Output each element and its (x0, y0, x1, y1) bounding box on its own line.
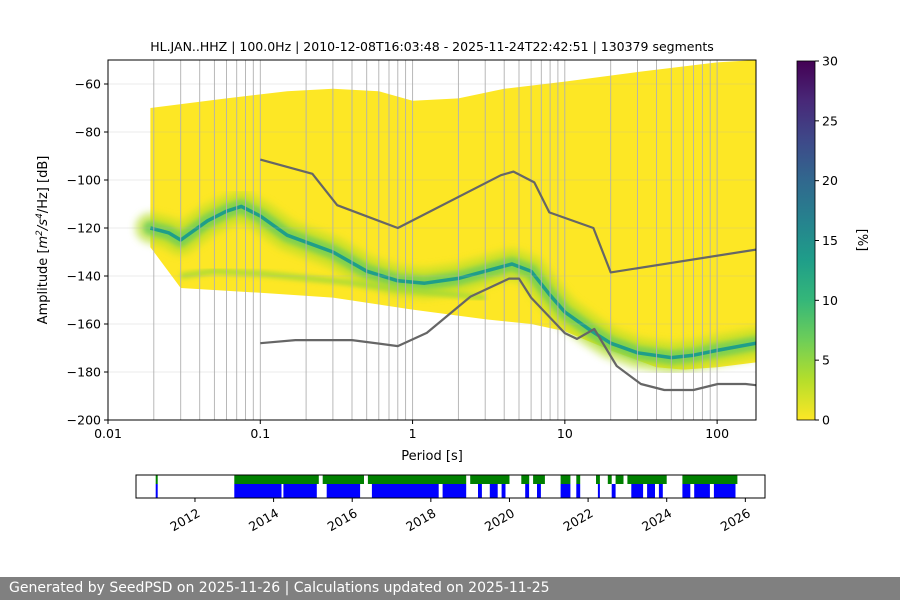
timeline-processed-segment (367, 475, 467, 484)
timeline-processed-segment (596, 475, 600, 484)
y-tick-label: −200 (67, 413, 101, 428)
footer-text: Generated by SeedPSD on 2025-11-26 | Cal… (9, 580, 550, 596)
timeline-tick-label: 2016 (325, 505, 360, 534)
psd-heatmap (108, 60, 756, 420)
y-tick-label: −160 (67, 317, 101, 332)
timeline-available-segment (658, 484, 663, 498)
availability-timeline: 2012 2014 2016 2018 2020 2022 2024 2026 (135, 474, 766, 534)
timeline-processed-segment (322, 475, 364, 484)
timeline-frame (135, 474, 766, 499)
x-axis-label: Period [s] (401, 449, 463, 464)
colorbar-tick-label: 30 (822, 54, 838, 69)
period-gridlines (153, 60, 718, 420)
colorbar: 0 5 10 15 20 25 30 [%] (796, 54, 869, 428)
timeline-processed-segment (533, 475, 545, 484)
timeline-available-segment (283, 484, 317, 498)
colorbar-label: [%] (854, 229, 869, 252)
timeline-available-segment (560, 484, 571, 498)
colorbar-tick-label: 5 (822, 353, 830, 368)
timeline-processed-segment (234, 475, 319, 484)
timeline-available-segment (442, 484, 467, 498)
y-tick-label: −140 (67, 269, 101, 284)
colorbar-tick-label: 15 (822, 233, 838, 248)
timeline-available-segment (611, 484, 616, 498)
y-axis-label: Amplitude [m2/s4/Hz] [dB] (35, 156, 51, 325)
timeline-processed-segment (470, 475, 510, 484)
nhnm-curve (260, 158, 756, 274)
x-tick-label: 0.01 (94, 426, 122, 441)
timeline-available-segment (682, 484, 691, 498)
timeline-available-segment (525, 484, 530, 498)
x-tick-label: 1 (409, 426, 417, 441)
footer-bar: Generated by SeedPSD on 2025-11-26 | Cal… (0, 577, 900, 600)
psd-figure: HL.JAN..HHZ | 100.0Hz | 2010-12-08T16:03… (35, 39, 869, 534)
colorbar-tick-label: 25 (822, 113, 838, 128)
timeline-processed-segment (615, 475, 624, 484)
timeline-ticks: 2012 2014 2016 2018 2020 2022 2024 2026 (167, 498, 753, 534)
timeline-processed-segment (682, 475, 738, 484)
y-tick-label: −180 (67, 365, 101, 380)
amplitude-gridlines (108, 83, 756, 420)
chart-title: HL.JAN..HHZ | 100.0Hz | 2010-12-08T16:03… (150, 39, 714, 54)
timeline-available-segment (576, 484, 581, 498)
timeline-available-segment (478, 484, 482, 498)
colorbar-tick-label: 10 (822, 293, 838, 308)
timeline-tick-label: 2020 (482, 505, 517, 534)
colorbar-bar (796, 60, 816, 421)
y-tick-label: −100 (67, 173, 101, 188)
x-tick-label: 10 (557, 426, 573, 441)
timeline-processed-segment (521, 475, 530, 484)
colorbar-ticks: 0 5 10 15 20 25 30 (815, 54, 838, 428)
colorbar-tick-label: 0 (822, 413, 830, 428)
timeline-available-segment (694, 484, 710, 498)
timeline-available-segment (713, 484, 736, 498)
timeline-available-segment (501, 484, 506, 498)
timeline-tick-label: 2026 (718, 505, 753, 534)
y-tick-label: −60 (75, 77, 101, 92)
y-tick-label: −120 (67, 221, 101, 236)
timeline-processed-segment (560, 475, 571, 484)
coverage-area (150, 60, 756, 370)
timeline-available-segment (631, 484, 644, 498)
timeline-tick-label: 2024 (639, 505, 674, 534)
timeline-processed-segment (627, 475, 667, 484)
colorbar-tick-label: 20 (822, 173, 838, 188)
timeline-available-segment (234, 484, 282, 498)
y-tick-label: −80 (75, 125, 101, 140)
x-tick-label: 100 (705, 426, 729, 441)
timeline-tick-label: 2022 (561, 505, 596, 534)
timeline-available-segment (489, 484, 498, 498)
timeline-processed-segment (576, 475, 581, 484)
x-axis-ticks: 0.01 0.1 1 10 100 (94, 420, 729, 441)
y-axis-ticks: −60 −80 −100 −120 −140 −160 −180 −200 (67, 77, 108, 428)
timeline-tick-label: 2018 (403, 505, 438, 534)
plot-frame (107, 59, 757, 421)
timeline-available-segment (597, 484, 600, 498)
timeline-available-segment (371, 484, 439, 498)
timeline-available-segment (326, 484, 361, 498)
timeline-processed-segment (607, 475, 612, 484)
timeline-available-segment (155, 484, 158, 498)
timeline-processed-segment (155, 475, 158, 484)
x-tick-label: 0.1 (250, 426, 270, 441)
timeline-available-segment (537, 484, 541, 498)
timeline-tick-label: 2014 (246, 505, 281, 534)
nlnm-curve (260, 277, 756, 392)
timeline-tick-label: 2012 (167, 505, 202, 534)
timeline-available-segment (647, 484, 655, 498)
timeline-bars (155, 475, 738, 498)
